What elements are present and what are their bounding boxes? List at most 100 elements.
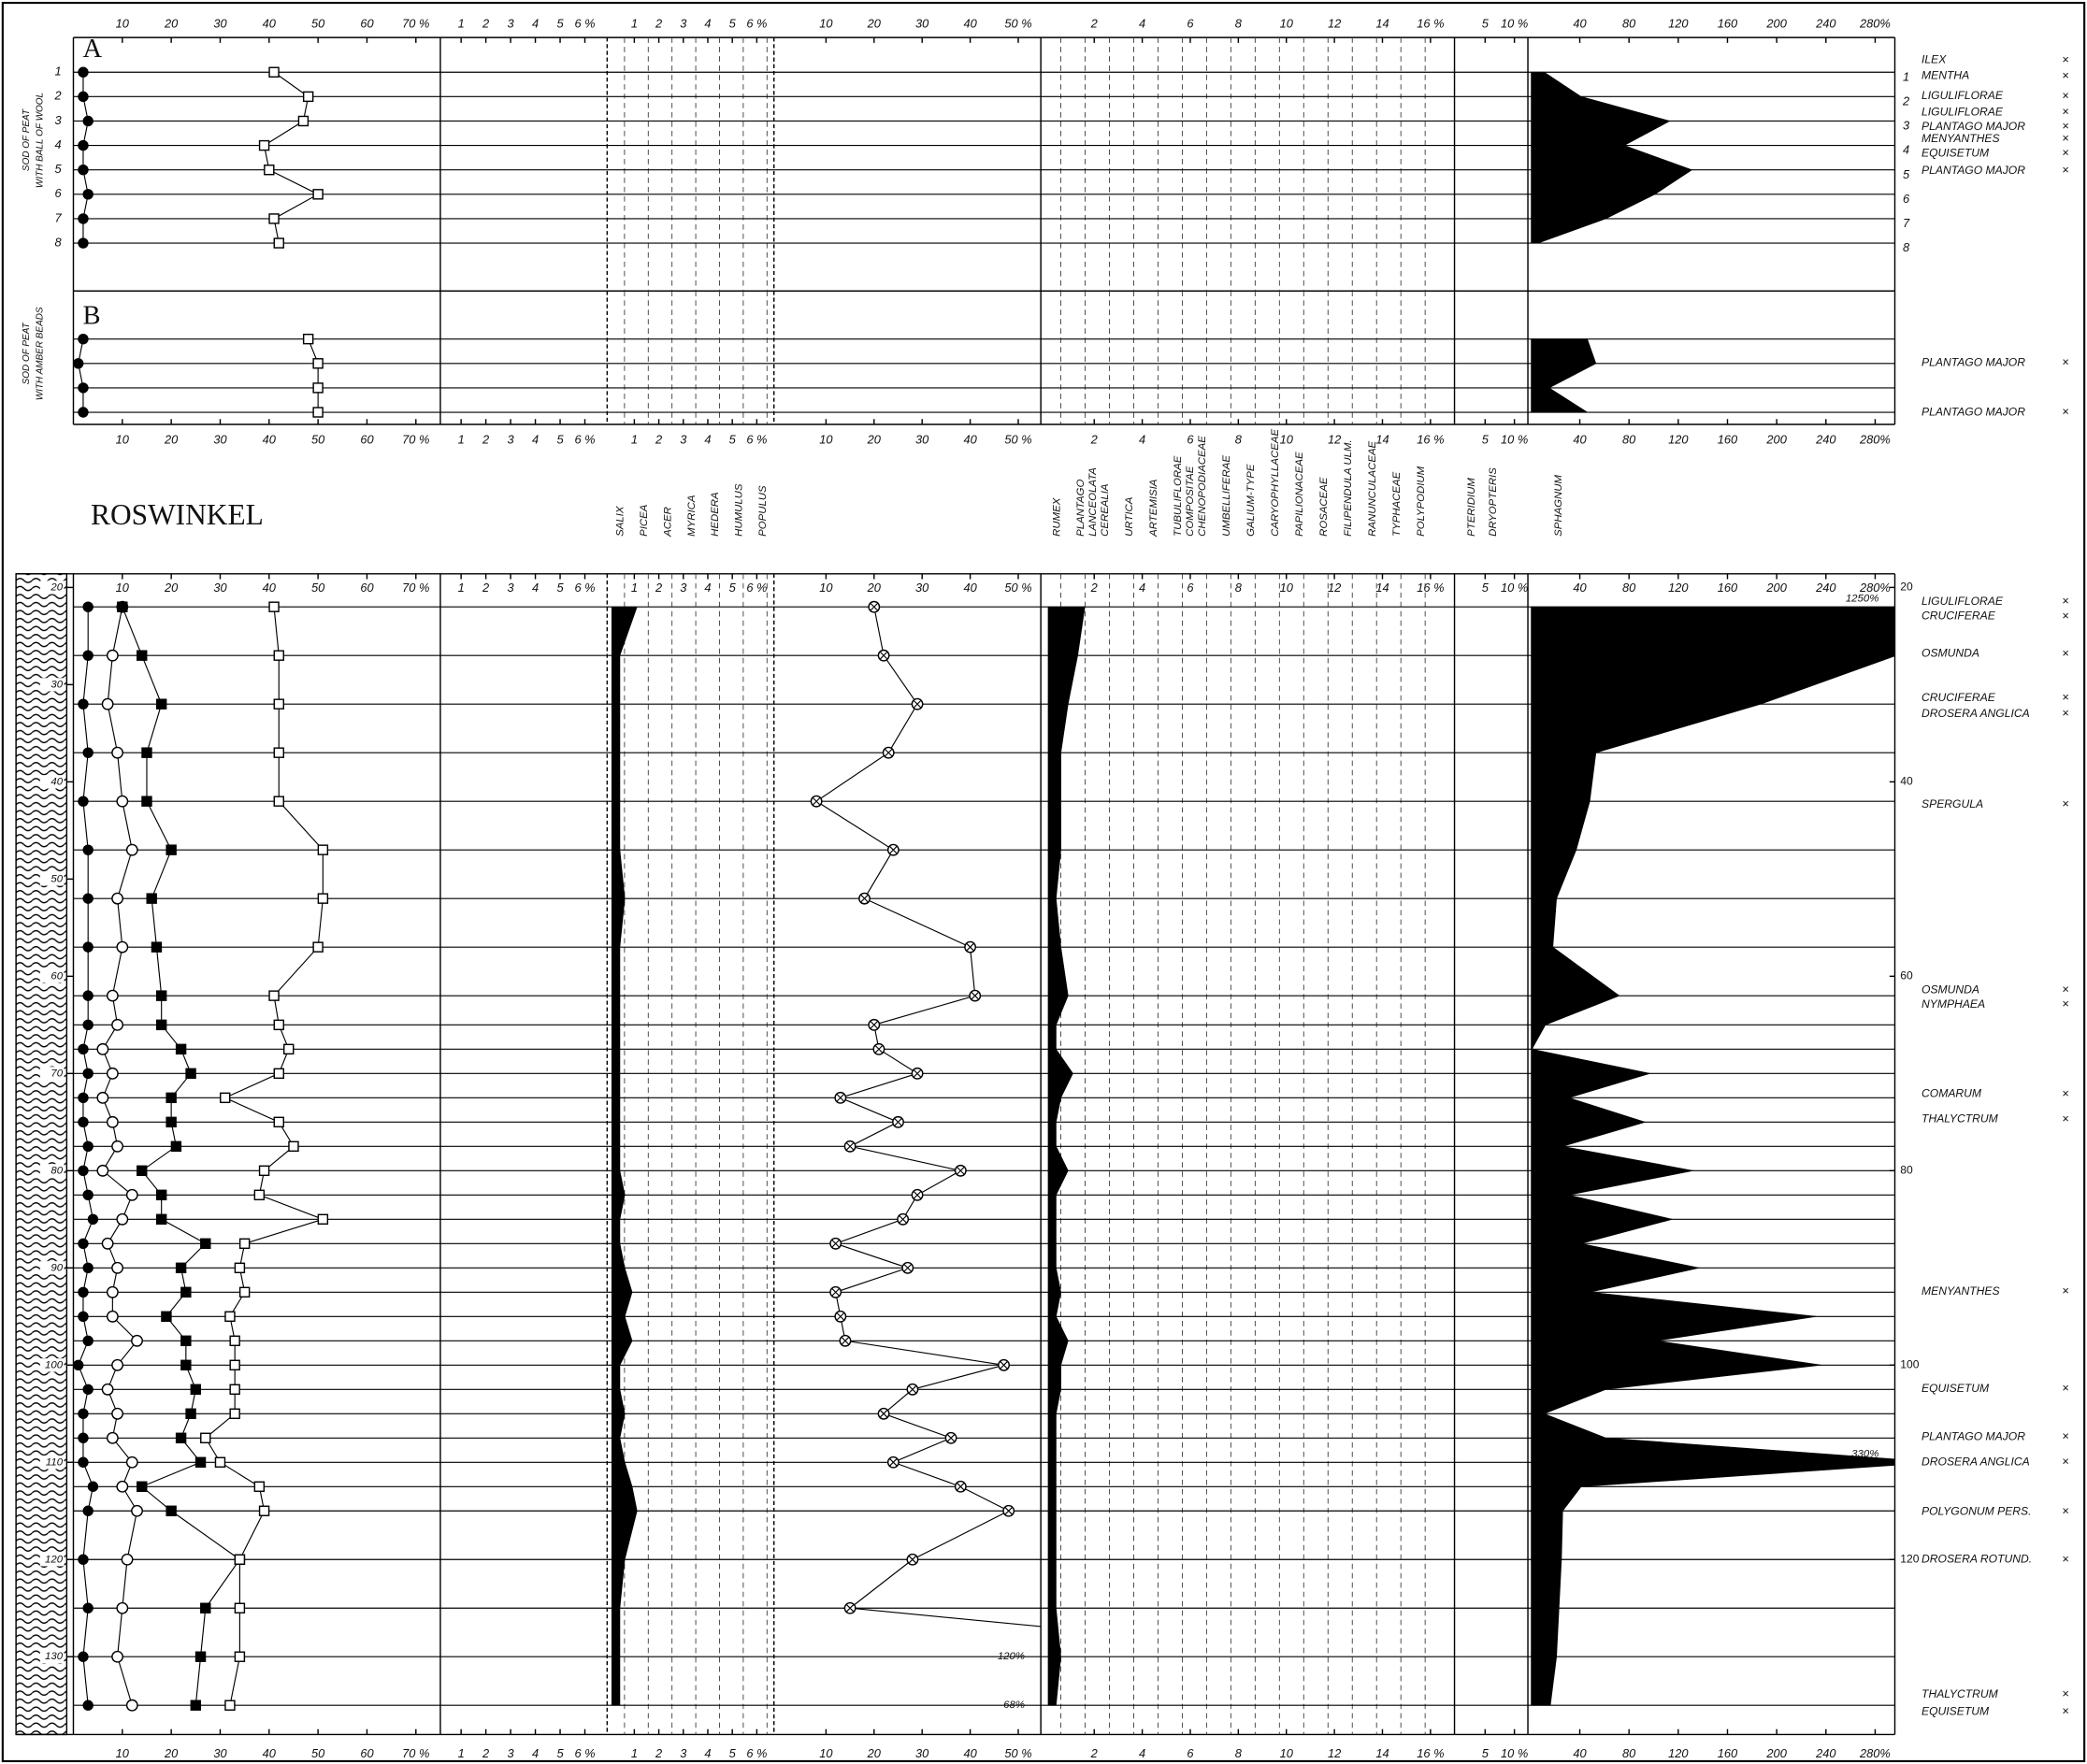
note: EQUISETUM	[1921, 1704, 1990, 1717]
point	[312, 407, 324, 418]
x-tick-label: 12	[1328, 433, 1341, 447]
note-cross: ×	[2062, 706, 2069, 720]
taxon-label: ARTEMISIA	[1148, 480, 1159, 538]
x-tick-label: 4	[704, 1746, 711, 1760]
point	[317, 844, 329, 855]
depth-tick-label: 120	[45, 1554, 64, 1565]
x-tick-label: 3	[508, 1746, 515, 1760]
x-tick-label: 20	[164, 1746, 179, 1760]
note: CRUCIFERAE	[1921, 691, 1996, 704]
sample-number: 3	[1903, 119, 1910, 133]
point	[258, 1165, 270, 1177]
depth-tick-label: 70	[50, 1068, 63, 1079]
point	[78, 1165, 89, 1177]
sample-number: 6	[55, 186, 63, 200]
x-tick-label: 80	[1622, 1746, 1636, 1760]
note: DROSERA ANGLICA	[1921, 707, 2030, 720]
taxon-label: PAPILIONACEAE	[1294, 452, 1305, 537]
x-tick-label: 40	[963, 16, 977, 30]
taxon-label: SALIX	[615, 506, 626, 537]
point	[82, 747, 94, 758]
note: NYMPHAEA	[1921, 997, 1985, 1011]
silhouette	[1531, 71, 1693, 244]
x-tick-label: 3	[680, 433, 687, 447]
point	[82, 844, 94, 855]
point	[151, 941, 163, 953]
x-tick-label: 6	[1187, 433, 1194, 447]
depth-label-bg	[39, 581, 65, 595]
depth-tick-label: 100	[45, 1359, 64, 1370]
curve	[122, 606, 241, 1706]
point	[82, 1140, 94, 1153]
sample-number: 8	[55, 235, 63, 249]
point-cross	[966, 943, 974, 952]
point	[1002, 1504, 1015, 1517]
point	[273, 237, 284, 249]
x-tick-label: 10	[819, 433, 833, 447]
point	[82, 115, 94, 127]
taxon-label: UMBELLIFERAE	[1221, 455, 1232, 537]
point	[82, 990, 94, 1001]
x-tick-label: 3	[508, 16, 515, 30]
x-tick-label: 200	[1765, 433, 1787, 447]
point	[137, 1481, 148, 1492]
sample-number: 1	[1903, 69, 1909, 83]
depth-tick-label: 30	[50, 679, 63, 690]
x-tick-label: 2	[1090, 433, 1098, 447]
x-tick-label: 80	[1622, 581, 1636, 595]
point	[268, 66, 280, 78]
point	[273, 747, 284, 758]
x-tick-label: 4	[532, 433, 539, 447]
point	[872, 1042, 885, 1055]
depth-tick-label: 60	[1900, 969, 1913, 982]
profile-letter: A	[82, 35, 102, 64]
point	[317, 1213, 329, 1226]
depth-label-bg	[39, 1164, 65, 1178]
x-tick-label: 2	[482, 16, 489, 30]
taxon-label: ROSACEAE	[1318, 477, 1330, 537]
point	[161, 1311, 172, 1322]
point	[234, 1262, 246, 1274]
x-tick-label: 6	[1187, 16, 1194, 30]
x-tick-label: 5	[729, 1746, 737, 1760]
depth-tick-label: 130	[45, 1651, 64, 1662]
x-tick-label: 10	[1280, 1746, 1294, 1760]
point	[877, 1407, 890, 1420]
note: CRUCIFERAE	[1921, 610, 1996, 623]
point	[82, 1602, 94, 1613]
point	[78, 1651, 89, 1662]
x-tick-label: 10	[116, 1746, 130, 1760]
point	[273, 1068, 284, 1080]
point	[106, 1431, 119, 1444]
point	[111, 1358, 124, 1371]
point	[253, 1189, 266, 1201]
x-tick-label: 20	[867, 16, 882, 30]
point	[180, 1286, 192, 1298]
x-tick-label: 4	[1139, 16, 1145, 30]
depth-label-bg	[39, 1456, 65, 1470]
point-cross	[860, 895, 869, 903]
depth-tick-label: 20	[1900, 581, 1913, 594]
point	[180, 1359, 192, 1370]
curve	[308, 338, 319, 413]
depth-tick-label: 60	[50, 970, 63, 982]
x-tick-label: 2	[482, 581, 489, 595]
x-tick-label: 40	[263, 581, 277, 595]
x-tick-label: 3	[508, 433, 515, 447]
depth-label-bg	[39, 872, 65, 886]
x-tick-label: 20	[867, 1746, 882, 1760]
depth-label-bg	[39, 1650, 65, 1664]
taxon-label: CEREALIA	[1100, 483, 1111, 536]
depth-label-bg	[39, 678, 65, 692]
note: MENYANTHES	[1921, 1284, 2000, 1298]
point	[78, 1456, 89, 1468]
note: OSMUNDA	[1921, 982, 1979, 996]
point	[897, 1212, 910, 1226]
point	[78, 66, 89, 78]
x-tick-label: 20	[164, 581, 179, 595]
taxon-label: PTERIDIUM	[1466, 478, 1477, 537]
sample-number: 7	[1903, 216, 1910, 230]
point	[78, 796, 89, 807]
point	[82, 893, 94, 904]
